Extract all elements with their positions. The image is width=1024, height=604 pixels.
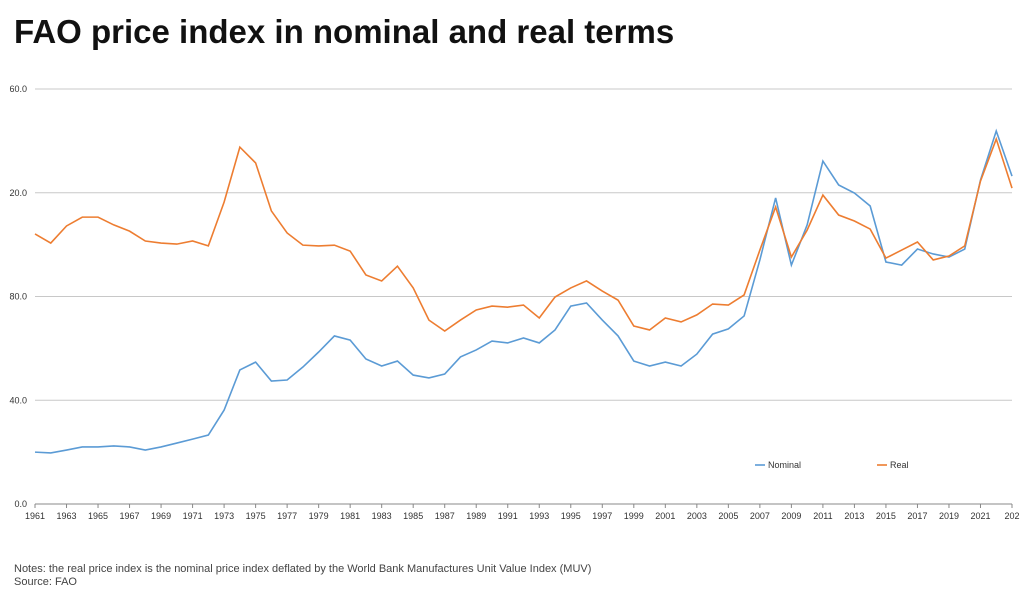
legend-label: Real xyxy=(890,460,909,470)
x-tick-label: 1999 xyxy=(624,511,644,521)
x-tick-label: 2019 xyxy=(939,511,959,521)
x-tick-label: 1973 xyxy=(214,511,234,521)
x-tick-label: 1989 xyxy=(466,511,486,521)
y-tick-label: 60.0 xyxy=(9,84,27,94)
x-tick-label: 1969 xyxy=(151,511,171,521)
x-tick-label: 1977 xyxy=(277,511,297,521)
legend-label: Nominal xyxy=(768,460,801,470)
x-tick-label: 2003 xyxy=(687,511,707,521)
y-tick-label: 20.0 xyxy=(9,188,27,198)
series-line xyxy=(34,136,1013,332)
x-tick-label: 1961 xyxy=(25,511,45,521)
x-tick-label: 2011 xyxy=(813,511,832,521)
x-tick-label: 1985 xyxy=(403,511,423,521)
y-tick-label: 40.0 xyxy=(9,395,27,405)
x-tick-label: 2015 xyxy=(876,511,896,521)
x-tick-label: 1993 xyxy=(529,511,549,521)
x-tick-label: 2013 xyxy=(844,511,864,521)
chart-title: FAO price index in nominal and real term… xyxy=(14,13,674,50)
y-tick-label: 0.0 xyxy=(14,499,27,509)
source: Source: FAO xyxy=(14,576,77,588)
x-tick-label: 1965 xyxy=(88,511,108,521)
notes: Notes: the real price index is the nomin… xyxy=(14,563,591,575)
x-tick-label: 1971 xyxy=(183,511,203,521)
x-tick-label: 1987 xyxy=(435,511,455,521)
x-tick-label: 1991 xyxy=(498,511,518,521)
x-tick-label: 1975 xyxy=(246,511,266,521)
x-tick-label: 1995 xyxy=(561,511,581,521)
x-tick-label: 2021 xyxy=(970,511,990,521)
x-tick-label: 202 xyxy=(1004,511,1019,521)
x-tick-label: 1979 xyxy=(309,511,329,521)
x-tick-label: 2005 xyxy=(718,511,738,521)
y-tick-label: 80.0 xyxy=(9,292,27,302)
x-tick-label: 1981 xyxy=(340,511,360,521)
series-line xyxy=(34,128,1013,454)
x-tick-label: 1963 xyxy=(57,511,77,521)
x-tick-label: 2001 xyxy=(655,511,675,521)
x-tick-label: 1967 xyxy=(120,511,140,521)
x-tick-label: 1983 xyxy=(372,511,392,521)
x-tick-label: 2007 xyxy=(750,511,770,521)
x-tick-label: 2009 xyxy=(781,511,801,521)
x-tick-label: 1997 xyxy=(592,511,612,521)
x-tick-label: 2017 xyxy=(907,511,927,521)
